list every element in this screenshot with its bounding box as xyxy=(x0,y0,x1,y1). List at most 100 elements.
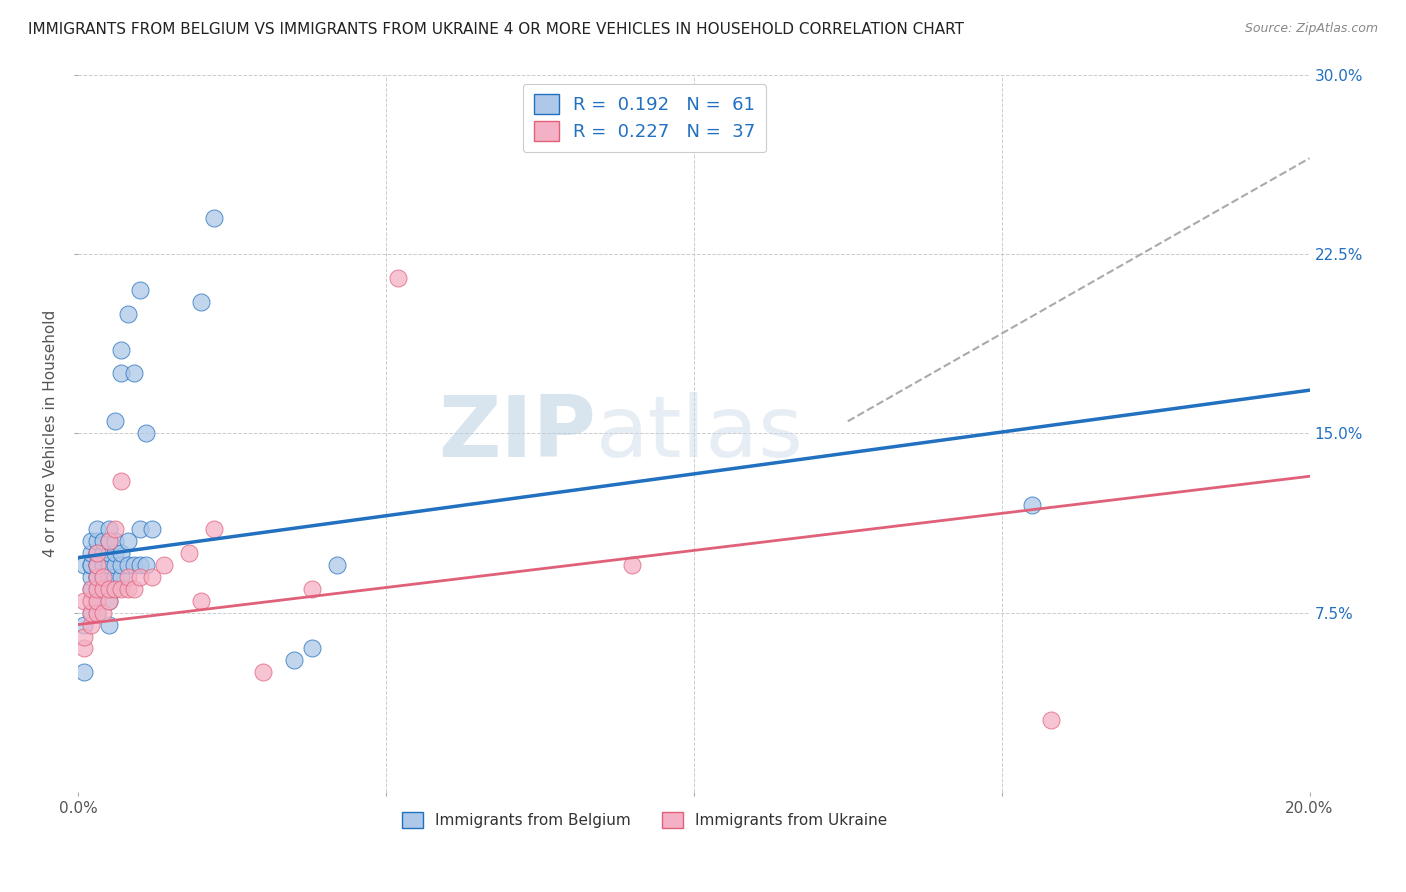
Point xyxy=(128,522,150,536)
Point xyxy=(117,307,139,321)
Point xyxy=(73,593,96,607)
Point xyxy=(110,474,132,488)
Point xyxy=(86,533,108,548)
Point xyxy=(79,558,101,572)
Point xyxy=(79,606,101,620)
Point xyxy=(202,522,225,536)
Point xyxy=(202,211,225,225)
Point xyxy=(73,665,96,680)
Point xyxy=(79,533,101,548)
Point xyxy=(86,582,108,596)
Point xyxy=(79,617,101,632)
Point xyxy=(98,558,121,572)
Point xyxy=(86,546,108,560)
Point xyxy=(73,617,96,632)
Point xyxy=(79,606,101,620)
Point xyxy=(110,582,132,596)
Point xyxy=(177,546,200,560)
Point xyxy=(104,582,127,596)
Point xyxy=(387,270,409,285)
Point xyxy=(86,546,108,560)
Point xyxy=(110,546,132,560)
Point xyxy=(86,558,108,572)
Legend: Immigrants from Belgium, Immigrants from Ukraine: Immigrants from Belgium, Immigrants from… xyxy=(395,805,894,835)
Point xyxy=(98,593,121,607)
Point xyxy=(86,606,108,620)
Point xyxy=(128,283,150,297)
Point xyxy=(91,546,114,560)
Point xyxy=(98,546,121,560)
Point xyxy=(301,641,323,656)
Text: atlas: atlas xyxy=(595,392,803,475)
Point xyxy=(621,558,644,572)
Point xyxy=(91,606,114,620)
Point xyxy=(98,522,121,536)
Point xyxy=(86,558,108,572)
Point xyxy=(153,558,176,572)
Point xyxy=(283,653,305,667)
Point xyxy=(110,558,132,572)
Point xyxy=(135,426,157,441)
Point xyxy=(117,582,139,596)
Point xyxy=(86,558,108,572)
Point xyxy=(104,533,127,548)
Point xyxy=(98,617,121,632)
Point xyxy=(86,582,108,596)
Point xyxy=(91,570,114,584)
Point xyxy=(73,641,96,656)
Point xyxy=(117,533,139,548)
Point xyxy=(91,533,114,548)
Point xyxy=(98,593,121,607)
Point xyxy=(86,570,108,584)
Text: ZIP: ZIP xyxy=(437,392,595,475)
Point xyxy=(110,367,132,381)
Point xyxy=(91,582,114,596)
Point xyxy=(104,522,127,536)
Point xyxy=(98,570,121,584)
Point xyxy=(141,570,163,584)
Point xyxy=(110,343,132,357)
Point xyxy=(1039,713,1062,727)
Point xyxy=(104,582,127,596)
Point xyxy=(91,558,114,572)
Point xyxy=(91,570,114,584)
Point xyxy=(73,558,96,572)
Point xyxy=(117,558,139,572)
Point xyxy=(122,582,145,596)
Point xyxy=(117,570,139,584)
Point xyxy=(104,558,127,572)
Point xyxy=(128,570,150,584)
Point xyxy=(104,414,127,428)
Point xyxy=(86,606,108,620)
Point xyxy=(86,522,108,536)
Point xyxy=(122,367,145,381)
Point xyxy=(79,546,101,560)
Point xyxy=(104,546,127,560)
Point xyxy=(301,582,323,596)
Point xyxy=(86,593,108,607)
Y-axis label: 4 or more Vehicles in Household: 4 or more Vehicles in Household xyxy=(44,310,58,557)
Point xyxy=(190,294,212,309)
Point xyxy=(79,593,101,607)
Point xyxy=(104,570,127,584)
Point xyxy=(79,582,101,596)
Point xyxy=(252,665,274,680)
Point xyxy=(98,533,121,548)
Point xyxy=(122,558,145,572)
Point xyxy=(190,593,212,607)
Point xyxy=(91,582,114,596)
Point xyxy=(110,570,132,584)
Point xyxy=(98,582,121,596)
Point xyxy=(135,558,157,572)
Point xyxy=(86,593,108,607)
Text: IMMIGRANTS FROM BELGIUM VS IMMIGRANTS FROM UKRAINE 4 OR MORE VEHICLES IN HOUSEHO: IMMIGRANTS FROM BELGIUM VS IMMIGRANTS FR… xyxy=(28,22,965,37)
Point xyxy=(73,630,96,644)
Point xyxy=(79,582,101,596)
Point xyxy=(86,546,108,560)
Point xyxy=(141,522,163,536)
Point xyxy=(98,533,121,548)
Point xyxy=(79,570,101,584)
Point xyxy=(79,558,101,572)
Point xyxy=(1021,498,1043,512)
Point xyxy=(86,570,108,584)
